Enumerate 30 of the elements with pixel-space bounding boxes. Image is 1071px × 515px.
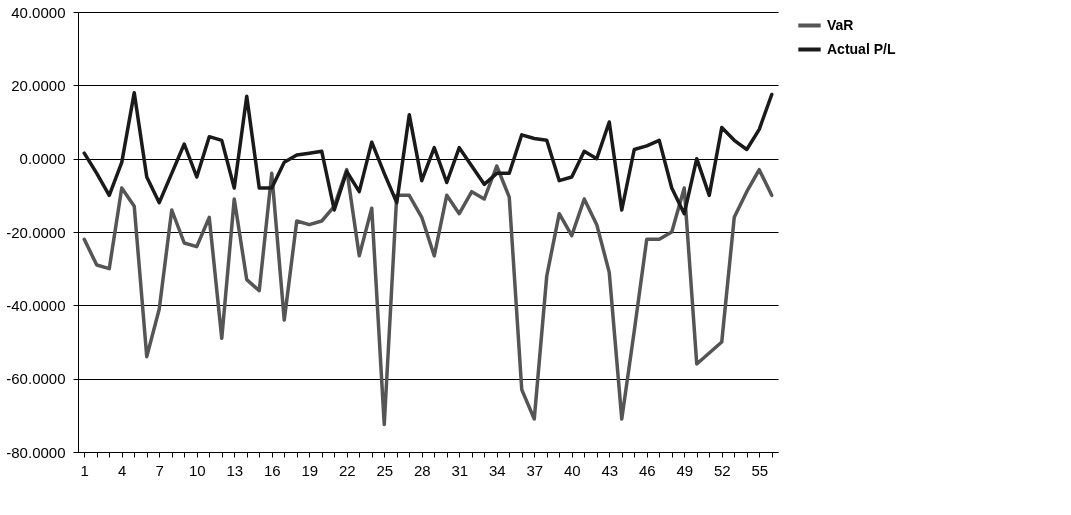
x-tick-label: 55 <box>751 461 769 479</box>
x-tick-label: 34 <box>488 461 506 479</box>
x-tick-label: 43 <box>601 461 619 479</box>
y-tick-label: -60.0000 <box>6 370 66 388</box>
y-tick-label: 40.0000 <box>11 3 66 21</box>
x-tick-label: 52 <box>713 461 731 479</box>
y-tick-label: -20.0000 <box>6 223 66 241</box>
x-tick-label: 49 <box>676 461 694 479</box>
x-tick-label: 16 <box>263 461 281 479</box>
x-tick-label: 40 <box>563 461 581 479</box>
x-tick-label: 1 <box>80 461 89 479</box>
line-series <box>82 164 774 427</box>
legend-label: VaR <box>827 16 854 33</box>
x-tick-label: 25 <box>376 461 394 479</box>
x-tick-label: 7 <box>155 461 164 479</box>
x-tick-label: 31 <box>451 461 469 479</box>
y-tick-label: 20.0000 <box>11 76 66 94</box>
y-tick-label: -40.0000 <box>6 296 66 314</box>
legend-label: Actual P/L <box>827 40 896 57</box>
x-tick-label: 4 <box>118 461 127 479</box>
x-tick-label: 37 <box>526 461 544 479</box>
x-tick-label: 22 <box>338 461 356 479</box>
y-tick-label: 0.0000 <box>19 150 66 168</box>
y-tick-label: -80.0000 <box>6 443 66 461</box>
x-tick-label: 10 <box>188 461 206 479</box>
line-series <box>82 90 774 216</box>
x-tick-label: 13 <box>226 461 244 479</box>
x-tick-label: 19 <box>301 461 319 479</box>
x-tick-label: 28 <box>413 461 431 479</box>
x-tick-label: 46 <box>638 461 656 479</box>
